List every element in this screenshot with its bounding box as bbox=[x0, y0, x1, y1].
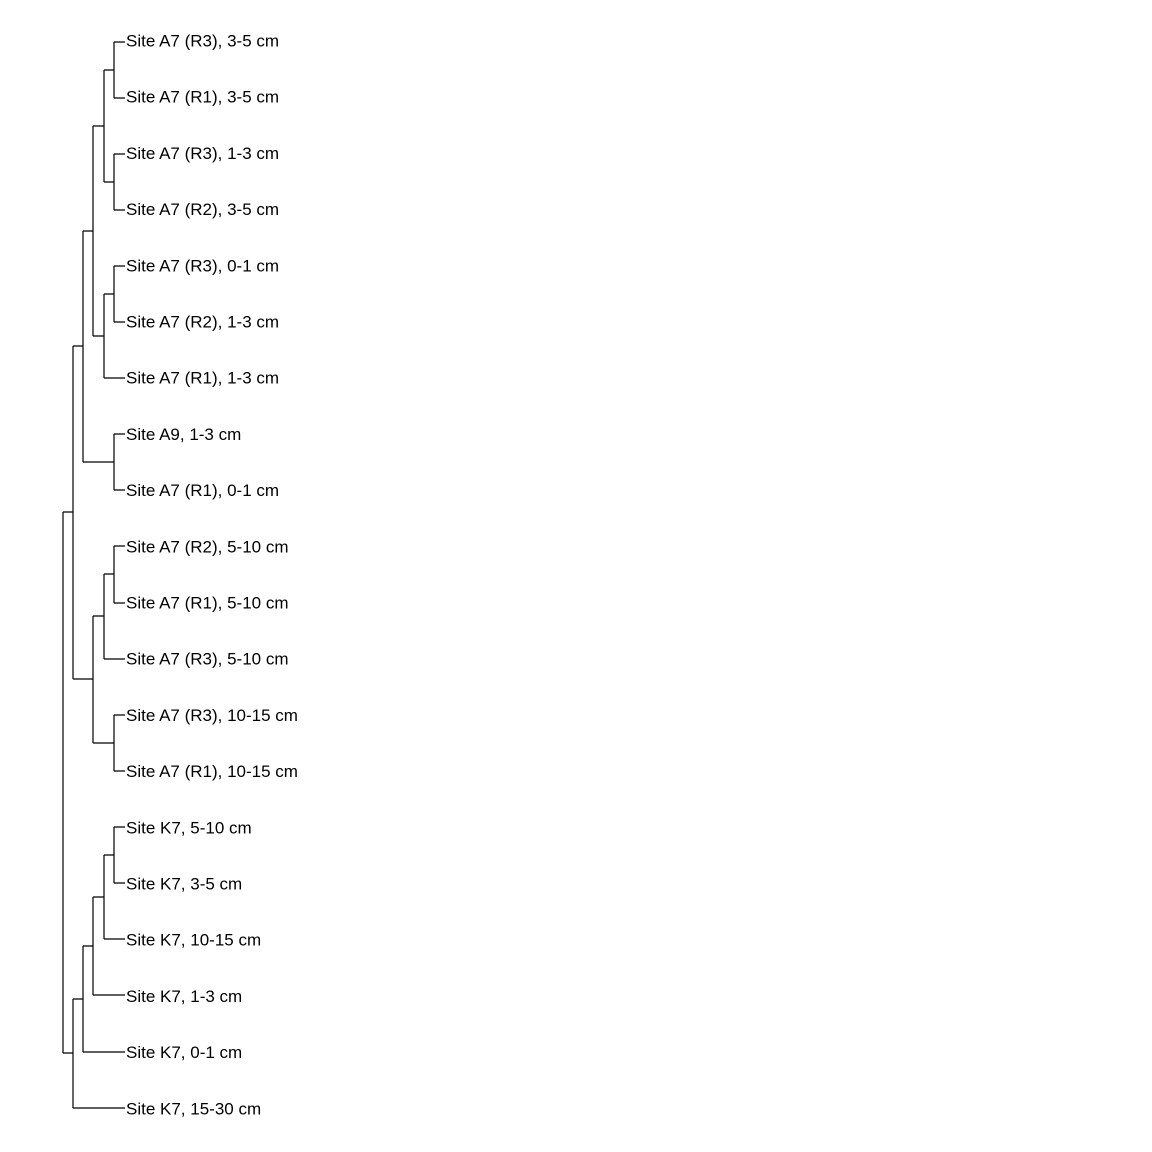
leaf-label: Site A9, 1-3 cm bbox=[126, 425, 241, 444]
leaf-label: Site A7 (R2), 5-10 cm bbox=[126, 537, 289, 556]
leaf-label: Site A7 (R1), 1-3 cm bbox=[126, 369, 279, 388]
leaf-label: Site A7 (R3), 3-5 cm bbox=[126, 31, 279, 50]
leaf-label: Site A7 (R1), 5-10 cm bbox=[126, 593, 289, 612]
leaf-label: Site A7 (R2), 3-5 cm bbox=[126, 200, 279, 219]
tree-branches bbox=[62, 41, 125, 1109]
leaf-label: Site A7 (R1), 0-1 cm bbox=[126, 481, 279, 500]
leaf-label: Site A7 (R3), 5-10 cm bbox=[126, 650, 289, 669]
leaf-label: Site A7 (R3), 10-15 cm bbox=[126, 706, 298, 725]
leaf-label: Site A7 (R3), 1-3 cm bbox=[126, 144, 279, 163]
leaf-label: Site K7, 15-30 cm bbox=[126, 1099, 261, 1118]
leaf-label: Site A7 (R1), 10-15 cm bbox=[126, 762, 298, 781]
leaf-label: Site A7 (R3), 0-1 cm bbox=[126, 256, 279, 275]
leaf-label: Site K7, 10-15 cm bbox=[126, 931, 261, 950]
leaf-label: Site K7, 1-3 cm bbox=[126, 987, 242, 1006]
leaf-label: Site K7, 0-1 cm bbox=[126, 1043, 242, 1062]
leaf-label: Site K7, 3-5 cm bbox=[126, 874, 242, 893]
leaf-label: Site A7 (R1), 3-5 cm bbox=[126, 88, 279, 107]
leaf-label: Site K7, 5-10 cm bbox=[126, 818, 252, 837]
leaf-label: Site A7 (R2), 1-3 cm bbox=[126, 312, 279, 331]
